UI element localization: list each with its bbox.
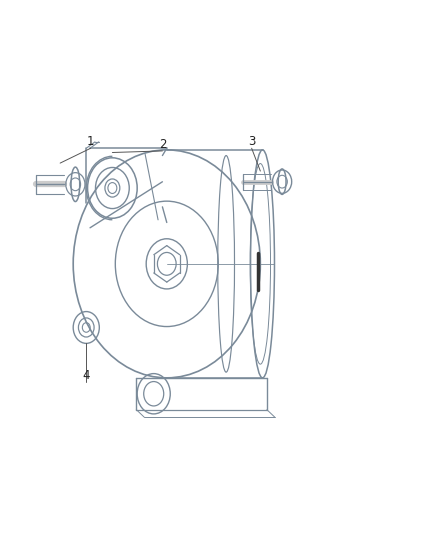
Text: 1: 1 (87, 135, 94, 148)
Text: 3: 3 (248, 135, 255, 148)
Text: 4: 4 (82, 369, 90, 382)
Text: 2: 2 (159, 138, 166, 151)
